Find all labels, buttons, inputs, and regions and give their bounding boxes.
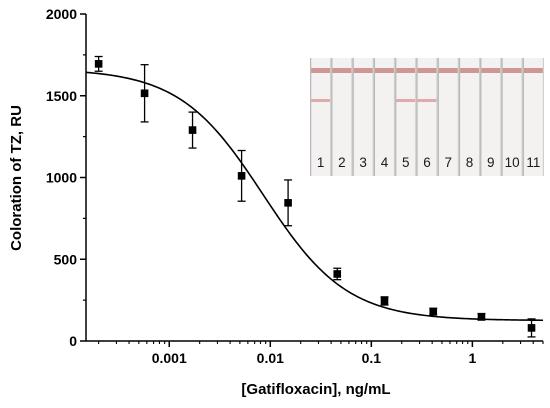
strip bbox=[460, 58, 479, 176]
fit-curve bbox=[85, 71, 544, 322]
y-axis-title: Coloration of TZ, RU bbox=[8, 105, 25, 251]
strip-number: 7 bbox=[445, 155, 453, 170]
marker-square bbox=[527, 324, 536, 332]
marker-square bbox=[94, 60, 103, 68]
strip-number: 11 bbox=[526, 155, 540, 170]
strip bbox=[375, 58, 394, 176]
control-line bbox=[502, 68, 522, 73]
strip bbox=[481, 58, 501, 176]
data-point bbox=[188, 111, 197, 149]
data-points bbox=[94, 55, 536, 338]
marker-square bbox=[429, 307, 438, 316]
test-line bbox=[417, 99, 437, 102]
control-line bbox=[311, 68, 331, 73]
control-line bbox=[332, 68, 352, 73]
strip-number: 9 bbox=[487, 155, 495, 170]
test-line bbox=[311, 99, 331, 102]
strip-number: 8 bbox=[466, 155, 474, 170]
strip bbox=[353, 58, 373, 176]
marker-square bbox=[333, 270, 342, 278]
y-tick-label: 0 bbox=[69, 333, 77, 349]
strip-number: 5 bbox=[402, 155, 410, 170]
y-tick-label: 2000 bbox=[46, 6, 77, 22]
data-point bbox=[527, 318, 536, 338]
y-tick-label: 1500 bbox=[46, 88, 77, 104]
strip bbox=[438, 58, 458, 176]
strip bbox=[417, 58, 437, 176]
marker-square bbox=[477, 313, 486, 321]
ticks: 0 500 1000 1500 2000 0.001 0.01 0.1 1 bbox=[46, 6, 544, 366]
x-tick-label: 0.01 bbox=[257, 350, 284, 366]
x-tick-label: 0.001 bbox=[152, 350, 187, 366]
strip bbox=[523, 58, 543, 176]
control-line bbox=[375, 68, 394, 73]
data-point bbox=[284, 179, 293, 227]
strip-photo-inset: 1 2 3 4 5 6 7 8 9 10 11 bbox=[310, 58, 544, 176]
data-point bbox=[477, 312, 486, 321]
control-line bbox=[438, 68, 458, 73]
control-line bbox=[353, 68, 373, 73]
control-line bbox=[396, 68, 416, 73]
marker-square bbox=[140, 89, 149, 98]
x-axis-title: [Gatifloxacin], ng/mL bbox=[241, 381, 390, 398]
strip-number: 10 bbox=[505, 155, 520, 170]
marker-square bbox=[188, 126, 197, 134]
data-point bbox=[380, 296, 389, 306]
strip-number: 1 bbox=[317, 155, 325, 170]
test-line bbox=[396, 99, 416, 102]
control-line bbox=[523, 68, 543, 73]
marker-square bbox=[237, 172, 246, 180]
strip-number: 4 bbox=[381, 155, 389, 170]
marker-square bbox=[284, 199, 292, 207]
strip-number: 6 bbox=[423, 155, 431, 170]
strip-number: 2 bbox=[338, 155, 346, 170]
y-tick-label: 1000 bbox=[46, 170, 77, 186]
control-line bbox=[481, 68, 501, 73]
marker-square bbox=[380, 297, 389, 305]
strip bbox=[502, 58, 522, 176]
x-tick-label: 0.1 bbox=[362, 350, 382, 366]
strip bbox=[332, 58, 352, 176]
strip bbox=[311, 58, 331, 176]
y-tick-label: 500 bbox=[54, 251, 78, 267]
strip-number: 3 bbox=[359, 155, 367, 170]
data-point bbox=[333, 267, 342, 281]
data-point bbox=[94, 55, 103, 72]
data-point bbox=[237, 149, 246, 202]
strip bbox=[396, 58, 416, 176]
data-point bbox=[429, 307, 438, 316]
data-point bbox=[140, 64, 149, 123]
control-line bbox=[460, 68, 479, 73]
control-line bbox=[417, 68, 437, 73]
x-tick-label: 1 bbox=[468, 350, 476, 366]
